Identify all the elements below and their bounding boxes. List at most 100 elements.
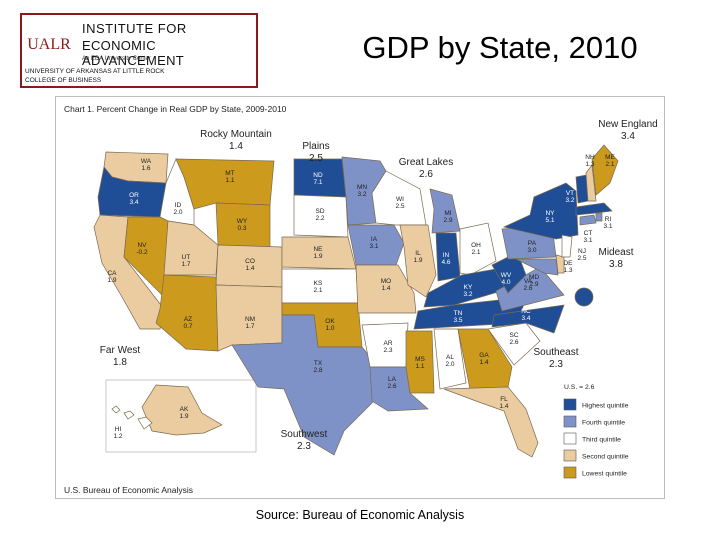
state-abbr-ky: KY <box>464 284 473 291</box>
legend-swatch-fourth <box>563 415 577 428</box>
state-abbr-nc: NC <box>521 308 531 315</box>
state-abbr-wa: WA <box>141 158 152 165</box>
state-abbr-ct: CT <box>584 230 593 237</box>
state-value-de: 1.3 <box>563 267 572 274</box>
region-name-mideast: Mideast <box>598 247 633 258</box>
gdp-choropleth-map: Chart 1. Percent Change in Real GDP by S… <box>64 104 658 495</box>
state-value-ca: 1.9 <box>107 277 116 284</box>
state-mi <box>429 188 461 234</box>
state-abbr-tx: TX <box>314 360 323 367</box>
state-abbr-or: OR <box>129 192 139 199</box>
state-ri <box>595 212 603 222</box>
state-value-labels: WA1.6OR3.4CA1.9NV-0.2ID2.0MT1.1WY0.3UT1.… <box>107 154 621 440</box>
state-value-co: 1.4 <box>245 265 254 272</box>
logo-line-economic: ECONOMIC ADVANCEMENT <box>82 38 185 68</box>
state-value-wy: 0.3 <box>237 225 246 232</box>
region-name-rocky-mountain: Rocky Mountain <box>200 129 272 140</box>
legend-label-third: Third quintile <box>582 437 621 444</box>
inset-box <box>105 379 257 453</box>
state-value-wi: 2.5 <box>395 203 404 210</box>
state-value-nm: 1.7 <box>245 323 254 330</box>
state-value-tx: 2.8 <box>313 367 322 374</box>
region-value-plains: 2.5 <box>309 153 323 164</box>
state-ia <box>347 224 405 266</box>
legend-label-highest: Highest quintile <box>582 403 629 410</box>
state-value-mt: 1.1 <box>225 177 234 184</box>
state-abbr-ri: RI <box>605 216 612 223</box>
state-abbr-wv: WV <box>501 272 512 279</box>
region-value-rocky-mountain: 1.4 <box>229 141 243 152</box>
state-abbr-ar: AR <box>383 340 392 347</box>
state-value-hi: 1.2 <box>113 433 122 440</box>
state-value-sd: 2.2 <box>315 215 324 222</box>
state-value-vt: 3.2 <box>565 197 574 204</box>
state-value-nh: 1.3 <box>585 161 594 168</box>
state-value-nd: 7.1 <box>313 179 322 186</box>
state-ma <box>575 202 613 216</box>
state-value-ks: 2.1 <box>313 287 322 294</box>
state-value-ny: 5.1 <box>545 217 554 224</box>
state-value-ms: 1.1 <box>415 363 424 370</box>
state-abbr-tn: TN <box>454 310 463 317</box>
state-value-az: 0.7 <box>183 323 192 330</box>
state-ak <box>141 384 223 436</box>
institute-logo: UALR INSTITUTE FOR ECONOMIC ADVANCEMENT … <box>20 13 258 88</box>
state-abbr-sc: SC <box>509 332 518 339</box>
region-name-plains: Plains <box>302 141 329 152</box>
region-name-great-lakes: Great Lakes <box>399 157 453 168</box>
state-value-sc: 2.6 <box>509 339 518 346</box>
state-hi <box>111 405 153 430</box>
state-nc <box>491 304 565 334</box>
state-value-ne: 1.9 <box>313 253 322 260</box>
state-value-dc: 3.5 <box>595 309 604 316</box>
state-md <box>515 258 559 276</box>
state-abbr-nd: ND <box>313 172 323 179</box>
legend-label-second: Second quintile <box>582 454 629 461</box>
state-value-ri: 3.1 <box>603 223 612 230</box>
state-abbr-va: VA <box>524 278 533 285</box>
state-value-ga: 1.4 <box>479 359 488 366</box>
state-il <box>399 224 437 298</box>
state-dc <box>574 287 594 307</box>
state-value-id: 2.0 <box>173 209 182 216</box>
state-value-mn: 3.2 <box>357 191 366 198</box>
state-value-nj: 2.5 <box>577 255 586 262</box>
state-abbr-wy: WY <box>237 218 248 225</box>
state-abbr-ga: GA <box>479 352 489 359</box>
legend-swatch-third <box>563 432 577 445</box>
state-wi <box>371 170 427 226</box>
state-abbr-ak: AK <box>180 406 189 413</box>
state-abbr-in: IN <box>443 252 450 259</box>
state-abbr-ne: NE <box>313 246 323 253</box>
state-abbr-nh: NH <box>585 154 595 161</box>
state-nh <box>585 164 597 202</box>
state-abbr-ca: CA <box>107 270 117 277</box>
logo-line-college: COLLEGE OF BUSINESS <box>25 77 102 84</box>
state-value-ma: 4.2 <box>611 209 620 216</box>
state-value-la: 2.6 <box>387 383 396 390</box>
legend-label-lowest: Lowest quintile <box>582 471 627 478</box>
legend-swatch-lowest <box>563 466 577 479</box>
state-abbr-al: AL <box>446 354 454 361</box>
state-value-wv: 4.0 <box>501 279 510 286</box>
slide-title: GDP by State, 2010 <box>362 30 638 65</box>
state-value-nv: -0.2 <box>136 249 148 256</box>
state-value-ak: 1.9 <box>179 413 188 420</box>
state-abbr-pa: PA <box>528 240 537 247</box>
state-wv <box>491 256 527 294</box>
state-oh <box>459 222 497 276</box>
logo-line-university: UNIVERSITY OF ARKANSAS AT LITTLE ROCK <box>25 68 165 75</box>
state-value-fl: 1.4 <box>499 403 508 410</box>
state-abbr-il: IL <box>415 250 421 257</box>
region-value-far-west: 1.8 <box>113 357 127 368</box>
region-value-mideast: 3.8 <box>609 259 623 270</box>
state-abbr-dc: DC <box>595 302 605 309</box>
region-value-southwest: 2.3 <box>297 441 311 452</box>
state-abbr-az: AZ <box>184 316 192 323</box>
legend-swatch-second <box>563 449 577 462</box>
logo-line-institute: INSTITUTE FOR <box>82 21 187 36</box>
state-value-oh: 2.1 <box>471 249 480 256</box>
state-al <box>433 328 467 390</box>
legend-swatch-highest <box>563 398 577 411</box>
